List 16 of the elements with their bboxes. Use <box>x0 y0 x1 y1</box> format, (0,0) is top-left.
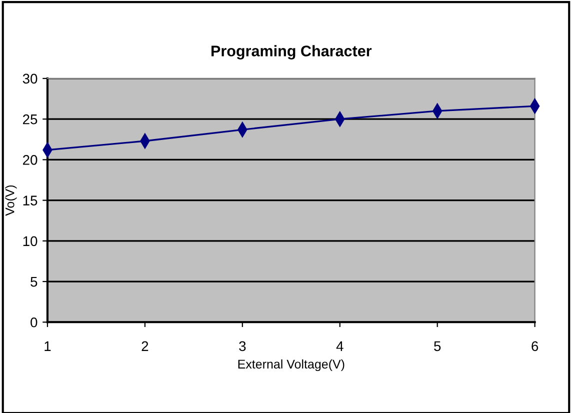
y-tick-label: 25 <box>23 114 38 124</box>
x-tick-label: 4 <box>336 341 344 351</box>
y-tick-label: 5 <box>30 277 38 287</box>
x-tick-label: 2 <box>142 341 148 351</box>
x-tick-label: 3 <box>239 341 246 352</box>
y-tick-label: 30 <box>22 74 38 84</box>
x-tick-label: 1 <box>44 341 51 351</box>
y-tick-label: 15 <box>23 196 38 206</box>
chart-title: Programing Character <box>212 45 372 60</box>
y-tick-label: 20 <box>23 155 38 165</box>
x-tick-label: 5 <box>434 341 441 352</box>
y-axis-title: Vo(V) <box>5 185 17 216</box>
x-tick-label: 6 <box>532 341 538 352</box>
x-axis-title: External Voltage(V) <box>238 359 344 372</box>
y-tick-label: 10 <box>23 236 38 246</box>
y-tick-label: 0 <box>30 317 38 328</box>
